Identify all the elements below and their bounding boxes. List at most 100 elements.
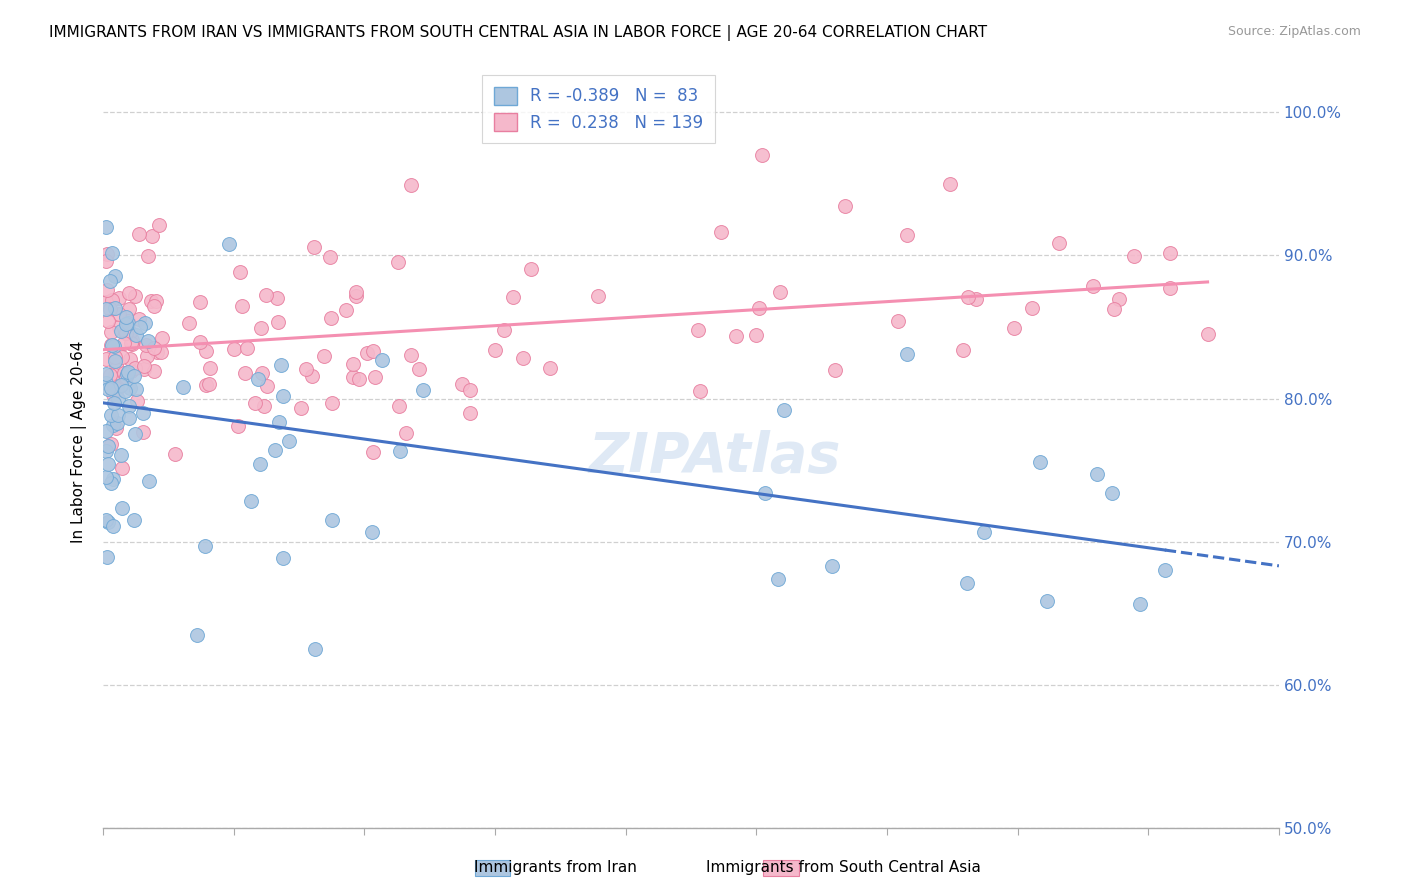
Point xyxy=(128,227,150,241)
Point xyxy=(103,396,125,410)
Point xyxy=(361,525,384,540)
Point xyxy=(512,351,534,366)
Point xyxy=(218,237,240,252)
Point xyxy=(107,392,129,406)
Point xyxy=(122,512,145,526)
Point xyxy=(538,361,561,376)
Text: IMMIGRANTS FROM IRAN VS IMMIGRANTS FROM SOUTH CENTRAL ASIA IN LABOR FORCE | AGE : IMMIGRANTS FROM IRAN VS IMMIGRANTS FROM … xyxy=(49,25,987,41)
Point xyxy=(277,434,299,449)
Point xyxy=(231,299,253,313)
Point xyxy=(110,377,132,392)
Point xyxy=(458,406,481,420)
Point xyxy=(114,384,136,398)
Point xyxy=(141,229,163,244)
Point xyxy=(105,358,128,372)
Text: Source: ZipAtlas.com: Source: ZipAtlas.com xyxy=(1227,25,1361,38)
Point xyxy=(973,524,995,539)
Point xyxy=(142,298,165,312)
Point xyxy=(188,335,211,350)
Point xyxy=(195,378,218,392)
Point xyxy=(1159,245,1181,260)
Point xyxy=(412,383,434,397)
Point xyxy=(100,325,122,339)
Point xyxy=(105,382,128,396)
Point xyxy=(111,351,134,365)
Point xyxy=(200,361,222,376)
Point xyxy=(105,417,128,431)
Point xyxy=(256,379,278,393)
Point xyxy=(121,333,143,347)
Point xyxy=(194,343,217,358)
Point xyxy=(111,461,134,475)
Point xyxy=(114,326,136,340)
Point xyxy=(94,351,117,366)
Point xyxy=(132,359,155,373)
Point xyxy=(110,449,132,463)
Point xyxy=(100,408,122,422)
Point xyxy=(94,470,117,484)
Point xyxy=(295,362,318,376)
Point xyxy=(101,472,124,486)
Point xyxy=(94,443,117,458)
Point xyxy=(748,301,770,316)
Point xyxy=(344,285,367,300)
Point xyxy=(100,475,122,490)
Point xyxy=(751,148,773,162)
Point xyxy=(190,295,212,310)
Point xyxy=(97,314,120,328)
Point xyxy=(98,274,121,288)
Point xyxy=(111,500,134,515)
Point xyxy=(1101,486,1123,500)
Point xyxy=(132,361,155,376)
Point xyxy=(128,312,150,326)
Point xyxy=(240,494,263,508)
Point xyxy=(1081,279,1104,293)
Point xyxy=(124,360,146,375)
Point xyxy=(96,247,118,261)
Point xyxy=(224,342,246,356)
Point xyxy=(100,337,122,351)
Point xyxy=(766,572,789,586)
Point xyxy=(896,347,918,361)
Point xyxy=(754,486,776,500)
Point xyxy=(347,372,370,386)
Point xyxy=(821,558,844,573)
Point xyxy=(361,445,384,459)
Point xyxy=(688,323,710,337)
Point xyxy=(101,387,124,401)
Point xyxy=(408,362,430,376)
Point xyxy=(965,293,987,307)
Point xyxy=(107,409,129,423)
Point xyxy=(249,321,271,335)
Point xyxy=(824,363,846,377)
Point xyxy=(1002,321,1025,335)
Point xyxy=(321,513,343,527)
Point xyxy=(127,393,149,408)
Point xyxy=(97,439,120,453)
Point xyxy=(96,283,118,297)
Point xyxy=(101,293,124,307)
Point xyxy=(745,327,768,342)
Point xyxy=(356,346,378,360)
Point xyxy=(120,335,142,350)
Point xyxy=(1159,281,1181,295)
Point xyxy=(101,519,124,533)
Point xyxy=(104,368,127,383)
Point xyxy=(319,250,342,264)
Point xyxy=(125,382,148,396)
Point xyxy=(136,349,159,363)
Point xyxy=(304,642,326,657)
Point xyxy=(290,401,312,415)
Point xyxy=(94,376,117,391)
Point xyxy=(94,367,117,381)
Point xyxy=(98,301,121,316)
Point xyxy=(264,442,287,457)
Point xyxy=(135,338,157,352)
Point xyxy=(364,370,387,384)
Point xyxy=(172,380,194,394)
Point xyxy=(395,425,418,440)
Point xyxy=(952,343,974,357)
Point xyxy=(142,341,165,355)
Point xyxy=(124,427,146,442)
Point xyxy=(302,239,325,253)
